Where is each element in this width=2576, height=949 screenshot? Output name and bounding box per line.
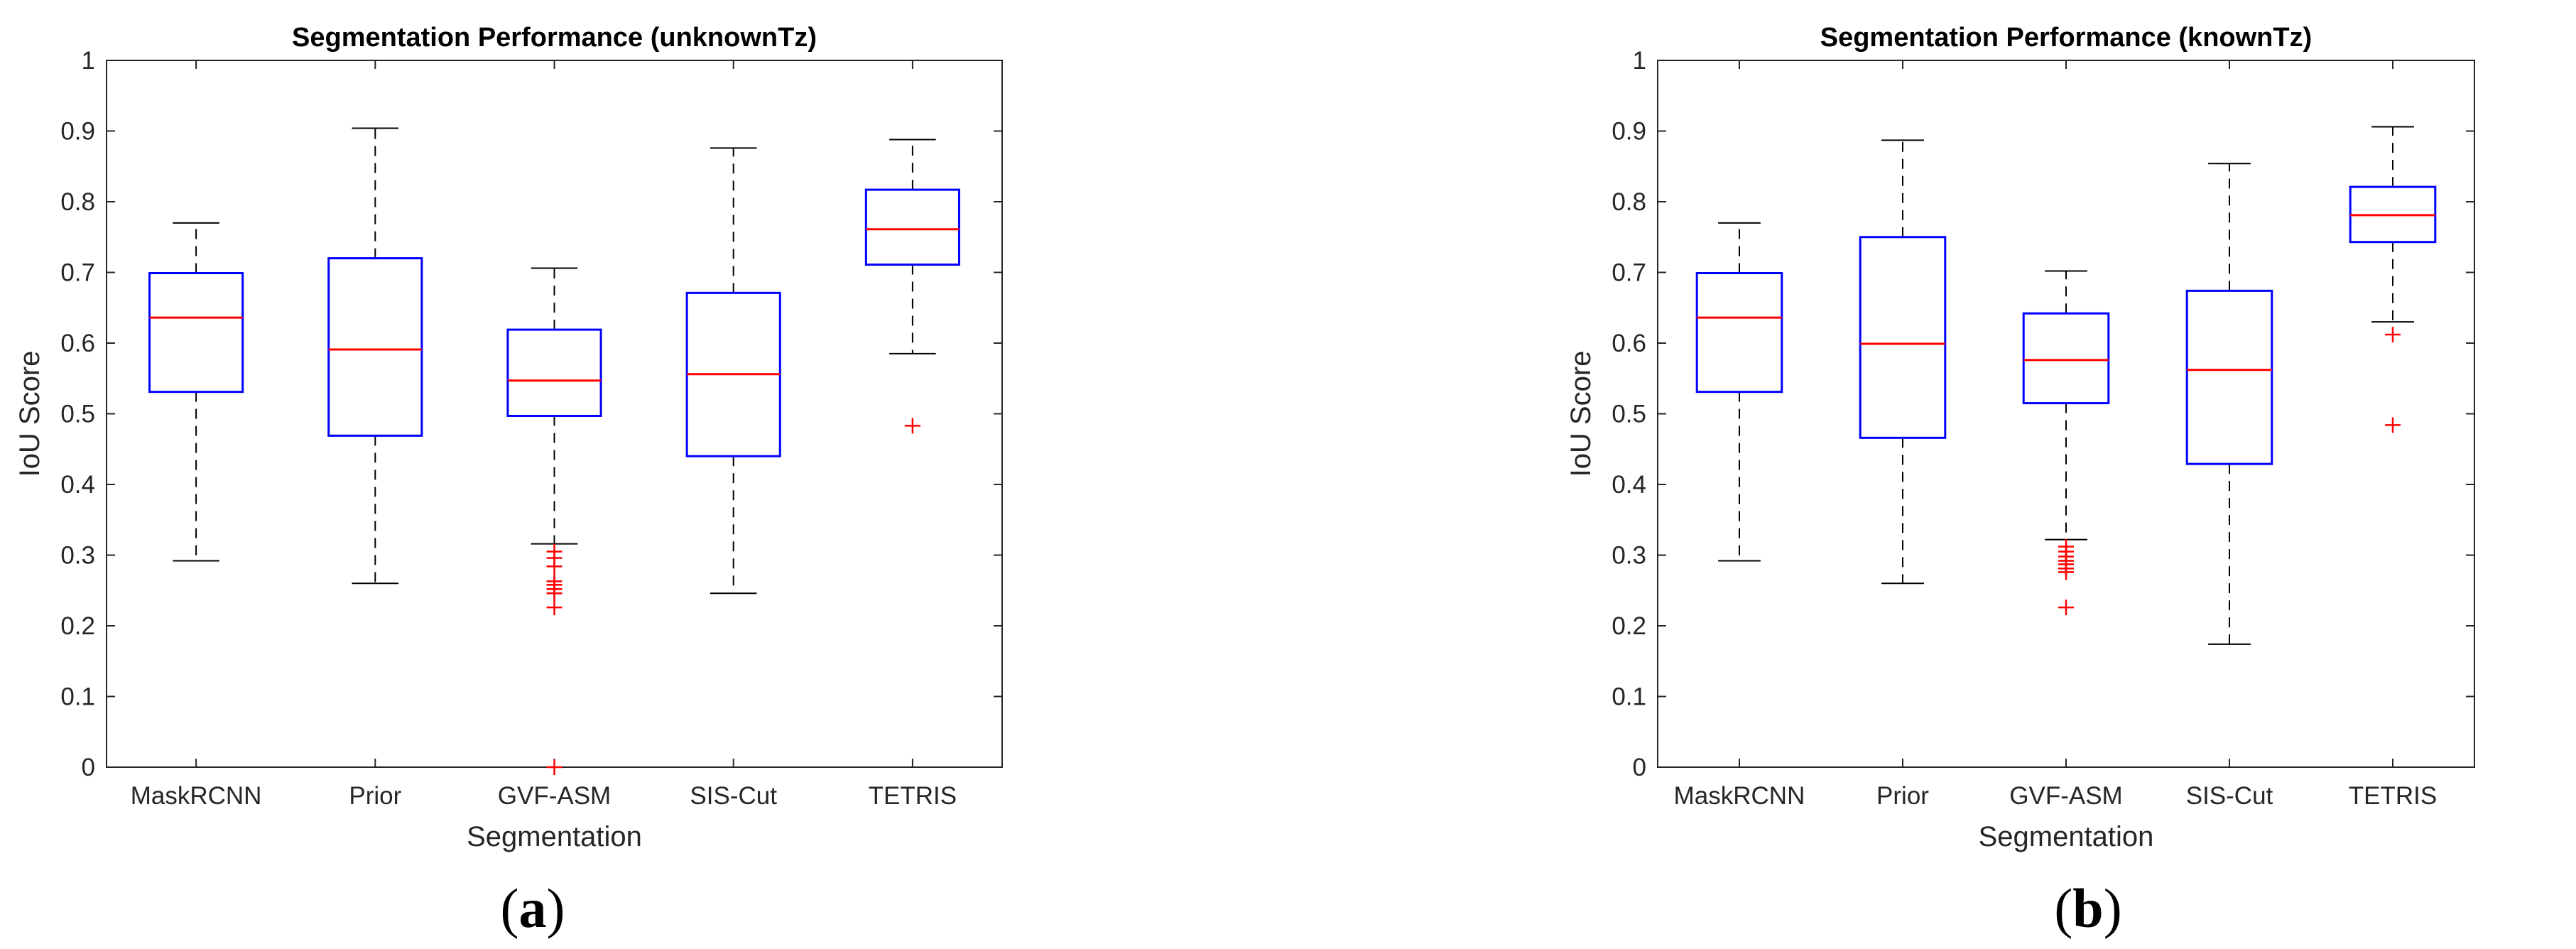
caption-close-paren: ) bbox=[2104, 877, 2122, 939]
y-tick-label: 0 bbox=[82, 754, 95, 781]
iqr-box bbox=[2022, 312, 2110, 405]
caption-letter: b bbox=[2072, 877, 2103, 939]
outlier-point bbox=[546, 585, 563, 602]
iqr-box bbox=[148, 271, 244, 394]
iqr-box bbox=[327, 257, 423, 437]
y-tick-label: 0.7 bbox=[60, 259, 95, 287]
y-axis-label: IoU Score bbox=[14, 351, 45, 477]
outlier-point bbox=[546, 558, 563, 575]
box-gvf-asm bbox=[2022, 270, 2110, 616]
x-tick-label: Prior bbox=[349, 782, 401, 810]
outlier-point bbox=[2058, 564, 2074, 580]
chart-panel-b: 0 0.1 0.2 0.3 0.4 0.5 0.6 0.7 0.8 0.9 1 MaskRCNN Pri… bbox=[1565, 23, 2475, 939]
y-tick-label: 0.5 bbox=[1612, 401, 1646, 428]
box-maskrcnn bbox=[148, 222, 244, 562]
caption-open-paren: ( bbox=[2054, 877, 2072, 939]
y-tick-label: 0.2 bbox=[60, 612, 95, 640]
y-tick-label: 0.5 bbox=[60, 401, 95, 428]
iqr-box bbox=[1695, 271, 1783, 394]
y-tick-label: 1 bbox=[1633, 47, 1646, 75]
outlier-point bbox=[2385, 417, 2401, 433]
y-tick-label: 0.9 bbox=[60, 118, 95, 146]
outlier-point bbox=[546, 600, 563, 616]
y-tick-label: 0.8 bbox=[60, 188, 95, 216]
x-tick-label: SIS-Cut bbox=[2186, 782, 2273, 810]
iqr-box bbox=[506, 328, 602, 417]
y-tick-label: 0.4 bbox=[60, 471, 95, 499]
x-axis-label: Segmentation bbox=[1979, 821, 2154, 852]
outlier-point bbox=[2058, 600, 2074, 616]
y-tick-label: 0.7 bbox=[1612, 259, 1646, 287]
y-tick-label: 0.3 bbox=[60, 542, 95, 570]
outlier-point bbox=[546, 759, 563, 775]
box-tetris bbox=[864, 139, 960, 434]
chart-title: Segmentation Performance (knownTz) bbox=[1820, 23, 2313, 53]
x-axis-label: Segmentation bbox=[467, 821, 642, 852]
y-tick-label: 0.9 bbox=[1612, 118, 1646, 146]
x-tick-label: Prior bbox=[1876, 782, 1929, 810]
y-tick-label: 0.3 bbox=[1612, 542, 1646, 570]
y-tick-label: 1 bbox=[82, 47, 95, 75]
box-prior bbox=[327, 127, 423, 585]
y-tick-label: 0.8 bbox=[1612, 188, 1646, 216]
box-sis-cut bbox=[685, 147, 781, 595]
y-tick-label: 0.1 bbox=[60, 683, 95, 711]
caption-letter: a bbox=[519, 877, 547, 939]
outlier-point bbox=[2385, 327, 2401, 343]
box-gvf-asm bbox=[506, 267, 602, 775]
box-tetris bbox=[2349, 126, 2437, 433]
box-maskrcnn bbox=[1695, 222, 1783, 562]
iqr-box bbox=[1859, 236, 1947, 439]
x-tick-label: TETRIS bbox=[2349, 782, 2437, 810]
caption-open-paren: ( bbox=[501, 877, 519, 939]
outlier-point bbox=[904, 418, 920, 434]
iqr-box bbox=[864, 188, 960, 266]
y-tick-label: 0.6 bbox=[1612, 330, 1646, 357]
plot-frame bbox=[106, 60, 1003, 768]
panel-caption: (b) bbox=[2054, 877, 2121, 939]
iqr-box bbox=[2185, 289, 2273, 465]
x-tick-label: GVF-ASM bbox=[2009, 782, 2122, 810]
plot-frame bbox=[1657, 60, 2475, 768]
y-tick-label: 0 bbox=[1633, 754, 1646, 781]
y-tick-label: 0.6 bbox=[60, 330, 95, 357]
caption-close-paren: ) bbox=[547, 877, 565, 939]
x-tick-label: GVF-ASM bbox=[498, 782, 611, 810]
x-tick-label: MaskRCNN bbox=[1674, 782, 1805, 810]
y-tick-label: 0.1 bbox=[1612, 683, 1646, 711]
box-sis-cut bbox=[2185, 163, 2273, 645]
y-tick-label: 0.2 bbox=[1612, 612, 1646, 640]
y-axis-label: IoU Score bbox=[1565, 351, 1597, 477]
panel-caption: (a) bbox=[501, 877, 565, 939]
x-tick-label: MaskRCNN bbox=[131, 782, 262, 810]
x-tick-label: TETRIS bbox=[869, 782, 957, 810]
chart-title: Segmentation Performance (unknownTz) bbox=[292, 23, 817, 53]
x-tick-label: SIS-Cut bbox=[690, 782, 777, 810]
chart-panel-a: 0 0.1 0.2 0.3 0.4 0.5 0.6 0.7 0.8 0.9 1 MaskRCNN Pri… bbox=[14, 23, 1003, 939]
y-tick-label: 0.4 bbox=[1612, 471, 1646, 499]
box-prior bbox=[1859, 139, 1947, 585]
